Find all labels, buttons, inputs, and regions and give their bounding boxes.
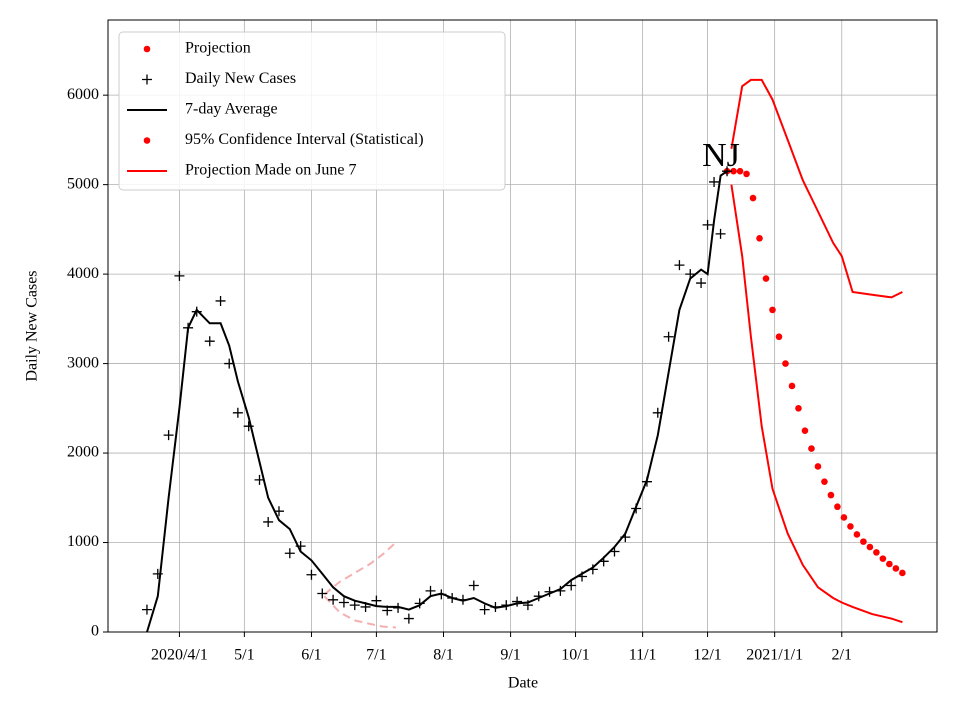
- plus-marker: [715, 228, 726, 239]
- x-axis-label: Date: [508, 675, 538, 692]
- dot-marker: [847, 523, 854, 530]
- y-tick-label: 1000: [67, 533, 99, 550]
- dot-marker: [866, 543, 874, 551]
- x-tick-label: 7/1: [366, 647, 386, 664]
- dot-marker: [892, 565, 900, 572]
- plus-marker: [403, 613, 414, 624]
- y-tick-label: 3000: [67, 354, 99, 371]
- dot-marker: [873, 549, 880, 556]
- x-tick-label: 2020/4/1: [151, 647, 208, 664]
- legend-box: [118, 31, 506, 191]
- axes-frame: [107, 19, 938, 633]
- dot-marker: [879, 555, 887, 562]
- x-tick-label: 11/1: [629, 647, 657, 664]
- plus-marker: [142, 74, 152, 85]
- y-tick-label: 4000: [67, 265, 99, 282]
- plus-marker: [425, 585, 436, 596]
- plus-marker: [232, 407, 243, 418]
- y-axis-label: Daily New Cases: [24, 270, 41, 381]
- plus-marker: [512, 596, 523, 607]
- plus-marker: [317, 588, 328, 599]
- plus-marker: [263, 516, 274, 527]
- plus-marker: [204, 336, 215, 347]
- dot-marker: [840, 514, 848, 521]
- plus-marker: [702, 219, 713, 230]
- x-tick-label: 10/1: [561, 647, 589, 664]
- grid: 0 1000 2000 3000 4000 5000 6000 2020/4/1 5/1 6/1 7…: [67, 20, 937, 664]
- plus-marker: [349, 600, 360, 611]
- plus-marker: [566, 580, 577, 591]
- legend-label: Projection Made on June 7: [185, 162, 357, 179]
- band-lower: [323, 595, 396, 629]
- dot-marker: [769, 306, 776, 314]
- series-line: [730, 78, 903, 299]
- plus-marker: [243, 421, 254, 432]
- dot-marker: [814, 463, 822, 470]
- dot-marker: [827, 491, 835, 499]
- plus-marker: [338, 597, 349, 608]
- plus-marker: [163, 430, 174, 441]
- dot-marker: [775, 333, 783, 341]
- series-line-lower: [730, 184, 903, 624]
- dot-marker: [782, 360, 789, 367]
- y-tick-label: 0: [91, 623, 99, 640]
- dot-marker: [795, 405, 802, 412]
- dot-marker: [801, 427, 809, 434]
- dot-marker: [743, 170, 750, 178]
- plus-marker: [328, 594, 339, 605]
- plus-marker: [468, 580, 479, 591]
- y-tick-label: 2000: [67, 444, 99, 461]
- plus-marker: [674, 260, 685, 271]
- legend-dot: [143, 137, 151, 144]
- plus-marker: [371, 595, 382, 606]
- plus-marker: [284, 548, 295, 559]
- dot-marker: [756, 235, 763, 242]
- band-upper: [323, 541, 397, 596]
- plus-marker: [215, 295, 226, 306]
- dot-marker: [788, 382, 796, 390]
- y-tick-label: 6000: [67, 86, 99, 103]
- legend-label: 7-day Average: [185, 101, 278, 118]
- x-tick-label: 9/1: [500, 647, 520, 664]
- x-tick-label: 2021/1/1: [746, 647, 803, 664]
- dot-marker: [886, 560, 893, 568]
- annotation: NJ: [702, 137, 740, 174]
- x-tick-label: 5/1: [234, 647, 254, 664]
- legend-label: 95% Confidence Interval (Statistical): [185, 131, 424, 148]
- plus-marker: [663, 331, 674, 342]
- plus-marker: [479, 604, 490, 615]
- dot-marker: [860, 538, 867, 545]
- dot-marker: [808, 445, 815, 452]
- plus-marker: [696, 278, 707, 289]
- legend-label: Daily New Cases: [185, 70, 296, 87]
- plot-area: [141, 78, 906, 633]
- x-tick-label: 6/1: [301, 647, 321, 664]
- y-tick-label: 5000: [67, 175, 99, 192]
- dot-marker: [762, 275, 770, 282]
- legend: Projection Daily New Cases 7-day Average 95…: [118, 31, 506, 191]
- dot-marker: [899, 569, 906, 577]
- legend-label: Projection: [185, 40, 251, 57]
- dot-marker: [730, 167, 737, 175]
- dot-marker: [821, 478, 828, 485]
- plus-marker: [141, 604, 152, 615]
- legend-dot: [143, 45, 151, 53]
- plus-marker: [722, 166, 733, 177]
- x-tick-label: 12/1: [693, 647, 721, 664]
- dot-marker: [834, 503, 841, 511]
- plus-marker: [306, 569, 317, 580]
- x-tick-label: 8/1: [433, 647, 453, 664]
- plus-marker: [174, 270, 185, 281]
- dot-marker: [749, 194, 757, 202]
- x-tick-label: 2/1: [832, 647, 852, 664]
- dot-marker: [736, 167, 744, 175]
- dot-marker: [853, 531, 861, 538]
- plus-marker: [709, 176, 720, 187]
- series-line: [146, 170, 728, 633]
